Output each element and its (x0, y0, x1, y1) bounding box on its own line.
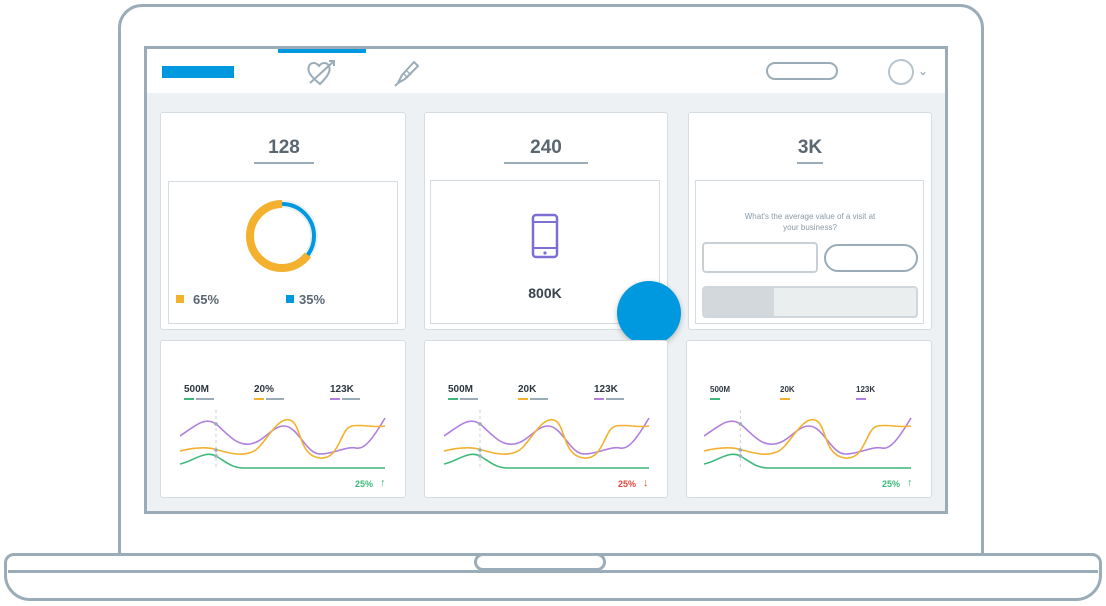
value-input[interactable] (702, 242, 818, 273)
stat-underline (504, 162, 588, 164)
metric-card (686, 340, 932, 498)
metric-sparkline (180, 410, 386, 470)
metric-value: 500M (184, 384, 210, 395)
metric-value: 500M (448, 384, 474, 395)
metric-color-line (780, 398, 790, 400)
hover-point (738, 454, 743, 458)
metric-value: 20K (780, 385, 795, 394)
metric-value: 123K (856, 385, 876, 394)
heart-arrow-icon[interactable] (304, 56, 336, 88)
metric-color-line (448, 398, 458, 400)
stat-underline (797, 162, 823, 164)
avatar[interactable] (888, 59, 914, 85)
hover-point (214, 454, 218, 458)
metric-compare-line (530, 398, 548, 400)
orange-series-line (704, 419, 912, 459)
metric-value: 123K (330, 384, 354, 395)
calculate-button[interactable] (824, 244, 918, 272)
metric-color-line (184, 398, 194, 400)
metric-color-line (856, 398, 866, 400)
legend-label: 35% (299, 292, 326, 307)
metric-card (160, 340, 406, 498)
arrow-down-icon: ↓ (643, 477, 649, 489)
hover-point (738, 448, 743, 452)
hover-point (738, 422, 743, 426)
smartphone-icon (531, 213, 559, 259)
metric-color-line (330, 398, 340, 400)
legend-swatch (286, 295, 294, 303)
metric-value: 123K (594, 384, 618, 395)
metric-sparkline (704, 410, 912, 470)
metric-compare-line (196, 398, 214, 400)
green-series-line (444, 453, 649, 469)
card-stat: 3K (797, 137, 823, 158)
metric-value: 500M (710, 385, 731, 394)
metric-color-line (254, 398, 264, 400)
metric-compare-line (460, 398, 478, 400)
hover-point (214, 448, 218, 452)
card-stat: 240 (530, 137, 562, 158)
hover-point (214, 422, 218, 426)
metric-compare-line (342, 398, 360, 400)
logo[interactable] (162, 66, 234, 78)
metric-value: 20% (254, 384, 275, 395)
metric-color-line (518, 398, 528, 400)
metric-value: 20K (518, 384, 537, 395)
orange-series-line (444, 419, 650, 459)
trend-value: 25% (618, 479, 637, 489)
hover-point (478, 422, 482, 426)
progress-bar (702, 286, 918, 318)
trend-value: 25% (882, 479, 901, 489)
metric-compare-line (606, 398, 624, 400)
donut-segment-blue (248, 202, 316, 270)
progress-fill (704, 288, 774, 316)
pen-icon[interactable] (392, 56, 424, 88)
active-tab-indicator (278, 49, 366, 53)
chevron-down-icon[interactable]: ⌄ (918, 64, 929, 78)
hover-point (478, 448, 482, 452)
card-stat: 128 (268, 137, 300, 158)
metric-compare-line (266, 398, 284, 400)
hover-point (478, 454, 482, 458)
orange-series-line (180, 419, 386, 459)
stat-underline (254, 162, 314, 164)
question-text: What's the average value of a visit at y… (744, 212, 876, 232)
donut-chart (246, 200, 318, 272)
green-series-line (704, 453, 911, 469)
laptop-notch (474, 553, 606, 571)
laptop-base-edge (8, 570, 1098, 573)
arrow-up-icon: ↑ (907, 477, 913, 489)
green-series-line (180, 453, 385, 469)
arrow-up-icon: ↑ (380, 477, 386, 489)
device-value: 800K (528, 285, 562, 301)
metric-sparkline (444, 410, 650, 470)
legend-swatch (176, 295, 184, 303)
search-pill[interactable] (766, 62, 838, 80)
legend-label: 65% (193, 292, 220, 307)
trend-value: 25% (355, 479, 374, 489)
floating-action-button[interactable] (617, 281, 681, 345)
metric-card (424, 340, 668, 498)
metric-color-line (710, 398, 720, 400)
metric-color-line (594, 398, 604, 400)
